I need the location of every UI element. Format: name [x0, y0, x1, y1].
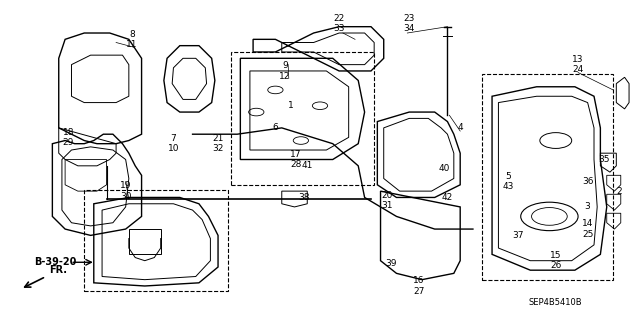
Text: 36: 36 [582, 177, 593, 186]
Bar [483, 74, 613, 280]
Text: 18
29: 18 29 [63, 128, 74, 147]
Text: 1: 1 [289, 101, 294, 110]
Text: 6: 6 [273, 123, 278, 132]
Text: 2: 2 [617, 187, 622, 196]
Text: 35: 35 [598, 155, 609, 164]
Text: 4: 4 [458, 123, 463, 132]
Text: 5
43: 5 43 [502, 172, 514, 191]
Bar [84, 189, 228, 291]
Text: 41: 41 [301, 161, 313, 170]
Text: 37: 37 [512, 231, 524, 240]
Text: 19
30: 19 30 [120, 182, 131, 201]
Text: 21
32: 21 32 [212, 134, 224, 153]
Text: 17
28: 17 28 [290, 150, 301, 169]
Text: 23
34: 23 34 [404, 14, 415, 33]
Text: 14
25: 14 25 [582, 219, 593, 239]
Text: 3: 3 [585, 203, 591, 211]
Text: 38: 38 [298, 193, 310, 202]
Text: 13
24: 13 24 [572, 55, 584, 74]
Text: 7
10: 7 10 [168, 134, 179, 153]
Text: FR.: FR. [49, 265, 67, 275]
Text: 9
12: 9 12 [279, 61, 291, 81]
Text: 15
26: 15 26 [550, 251, 561, 271]
Text: 42: 42 [442, 193, 453, 202]
Text: 40: 40 [438, 165, 450, 174]
Text: 16
27: 16 27 [413, 276, 424, 296]
Text: SEP4B5410B: SEP4B5410B [529, 298, 582, 307]
Bar [231, 52, 374, 185]
Text: 22
33: 22 33 [333, 14, 345, 33]
Text: 20
31: 20 31 [381, 191, 393, 210]
Text: 8
11: 8 11 [126, 30, 138, 49]
Text: B-39-20: B-39-20 [35, 257, 77, 267]
Text: 39: 39 [386, 259, 397, 268]
